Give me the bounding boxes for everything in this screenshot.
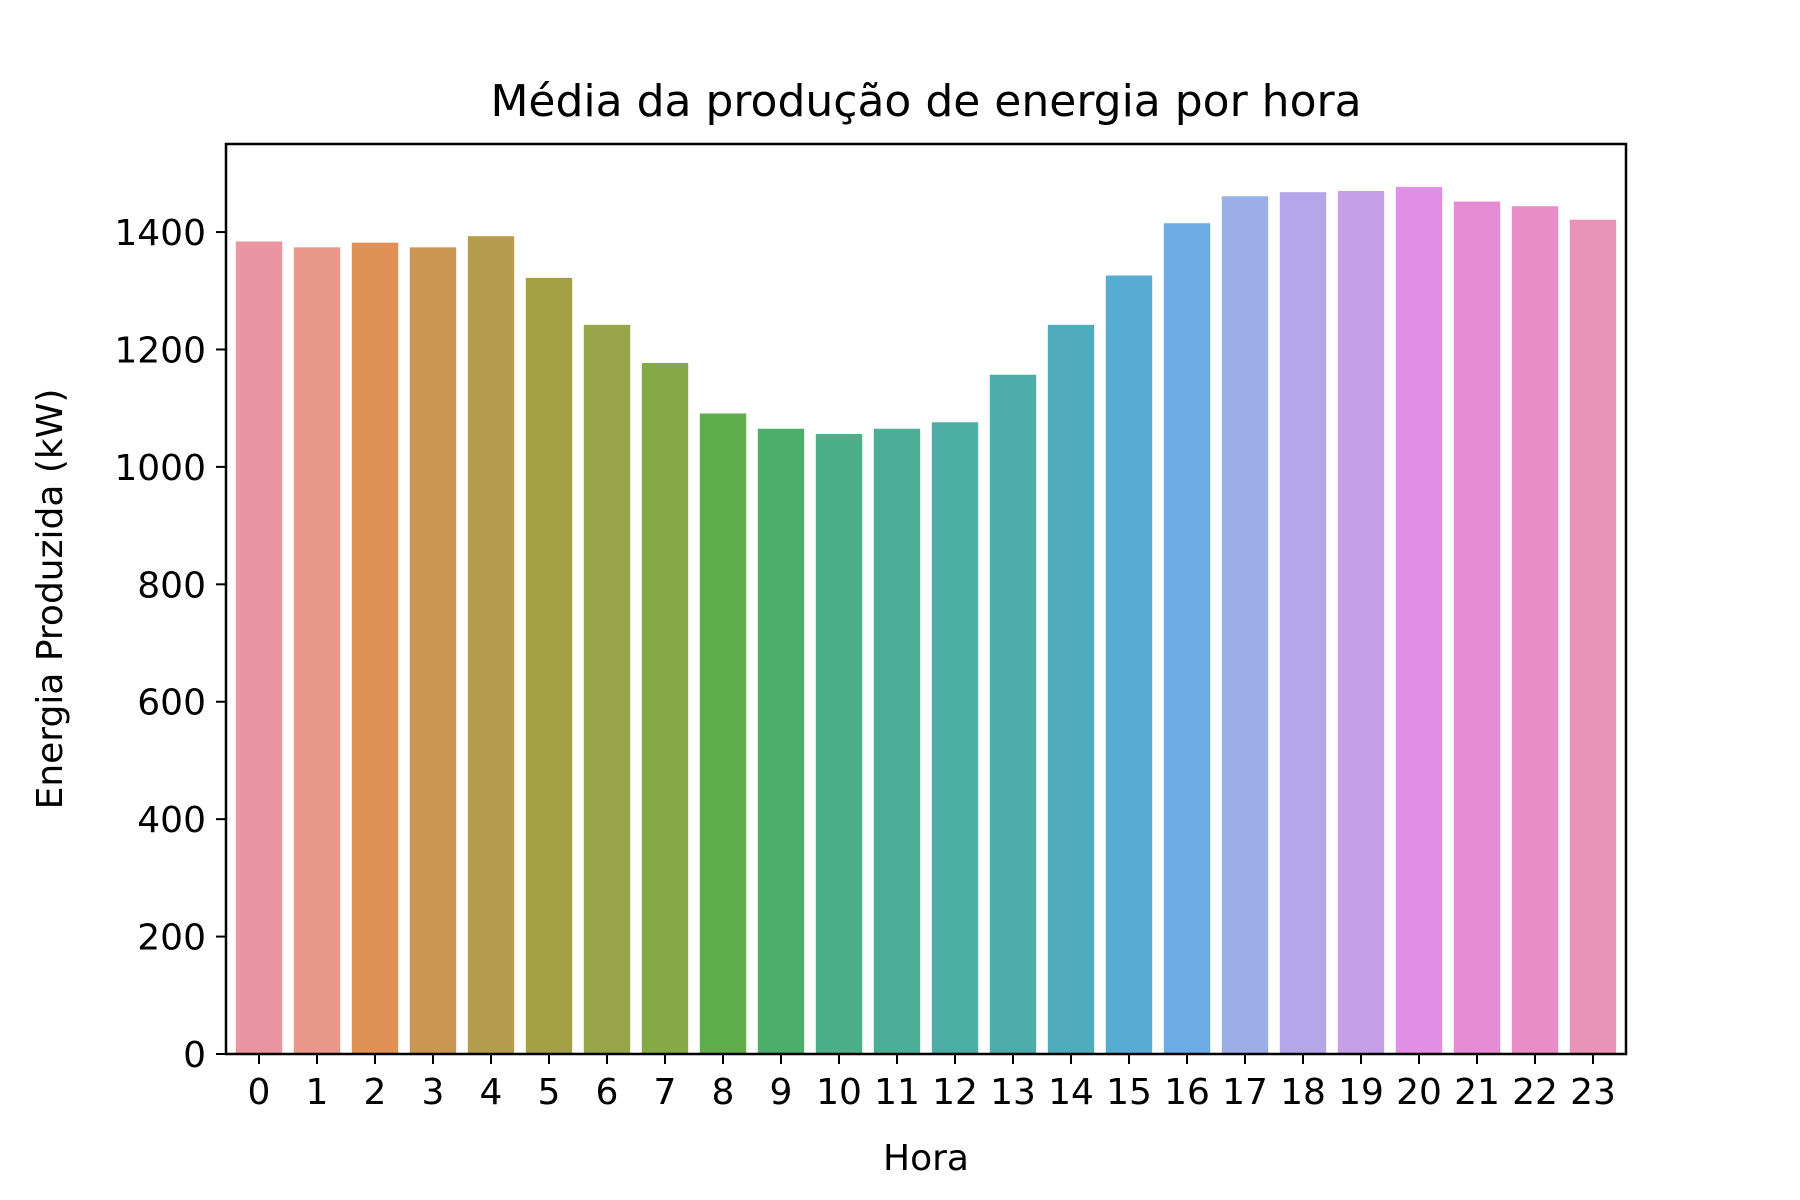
bars-group: [235, 186, 1617, 1055]
x-tick-label-5: 5: [538, 1072, 561, 1113]
bar-hour-15: [1105, 275, 1153, 1054]
bar-hour-12: [931, 422, 979, 1054]
x-tick-label-4: 4: [480, 1072, 503, 1113]
bar-hour-10: [815, 434, 863, 1054]
bar-hour-14: [1047, 324, 1095, 1055]
y-tick-label-800: 800: [137, 565, 206, 606]
x-tick-label-2: 2: [364, 1072, 387, 1113]
x-tick-label-14: 14: [1048, 1072, 1094, 1113]
y-axis: 0 200 400 600 800 1000 1200 1400: [114, 213, 226, 1076]
y-tick-label-400: 400: [137, 800, 206, 841]
x-axis-label: Hora: [883, 1138, 969, 1179]
x-tick-label-7: 7: [654, 1072, 677, 1113]
x-tick-label-19: 19: [1338, 1072, 1384, 1113]
x-tick-label-17: 17: [1222, 1072, 1268, 1113]
bar-hour-1: [293, 247, 341, 1054]
x-tick-label-20: 20: [1396, 1072, 1442, 1113]
x-tick-label-6: 6: [596, 1072, 619, 1113]
chart-title: Média da produção de energia por hora: [490, 76, 1361, 127]
x-axis: 0 1 2 3 4 5 6 7 8 9 10 11 12 13 14 15 16 17 18 19 20 21 22 23: [248, 1054, 1616, 1113]
x-tick-label-10: 10: [816, 1072, 862, 1113]
plot-frame: [224, 142, 1628, 1056]
bar-hour-23: [1569, 219, 1617, 1055]
y-tick-label-0: 0: [183, 1035, 206, 1076]
bar-hour-21: [1453, 201, 1501, 1055]
x-tick-label-3: 3: [422, 1072, 445, 1113]
x-tick-label-23: 23: [1570, 1072, 1616, 1113]
bar-hour-17: [1221, 196, 1269, 1054]
y-tick-label-600: 600: [137, 683, 206, 724]
x-tick-label-13: 13: [990, 1072, 1036, 1113]
bar-hour-22: [1511, 206, 1559, 1055]
y-axis-label: Energia Produzida (kW): [30, 389, 71, 810]
y-tick-label-1000: 1000: [114, 448, 206, 489]
bar-hour-8: [699, 413, 747, 1055]
bar-hour-9: [757, 428, 805, 1054]
bar-hour-5: [525, 277, 573, 1054]
bar-hour-18: [1279, 192, 1327, 1054]
y-tick-label-1400: 1400: [114, 213, 206, 254]
x-tick-label-15: 15: [1106, 1072, 1152, 1113]
bar-hour-7: [641, 362, 689, 1054]
x-tick-label-21: 21: [1454, 1072, 1500, 1113]
bar-hour-4: [467, 236, 515, 1055]
x-tick-label-18: 18: [1280, 1072, 1326, 1113]
bar-hour-6: [583, 324, 631, 1055]
y-tick-label-1200: 1200: [114, 330, 206, 371]
x-tick-label-22: 22: [1512, 1072, 1558, 1113]
bar-hour-20: [1395, 186, 1443, 1055]
x-tick-label-11: 11: [874, 1072, 920, 1113]
x-tick-label-0: 0: [248, 1072, 271, 1113]
x-tick-label-8: 8: [712, 1072, 735, 1113]
bar-hour-2: [351, 242, 399, 1054]
y-tick-label-200: 200: [137, 918, 206, 959]
x-tick-label-9: 9: [770, 1072, 793, 1113]
x-tick-label-1: 1: [306, 1072, 329, 1113]
bar-hour-13: [989, 374, 1037, 1055]
x-tick-label-16: 16: [1164, 1072, 1210, 1113]
bar-hour-11: [873, 428, 921, 1054]
bar-hour-19: [1337, 190, 1385, 1055]
bar-hour-0: [235, 241, 283, 1054]
bar-hour-3: [409, 247, 457, 1054]
bar-hour-16: [1163, 223, 1211, 1054]
x-tick-label-12: 12: [932, 1072, 978, 1113]
